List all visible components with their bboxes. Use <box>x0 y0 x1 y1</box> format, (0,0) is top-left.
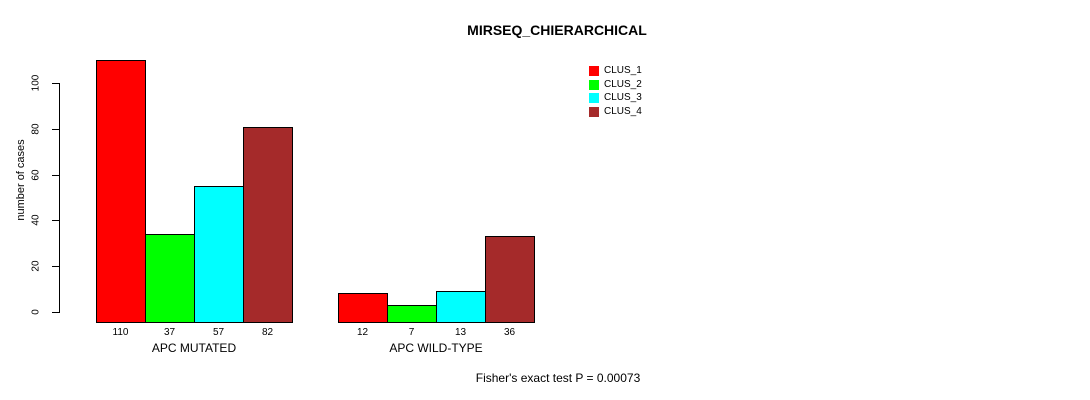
bar-value-label: 37 <box>163 327 176 338</box>
bar-value-label: 82 <box>261 327 274 338</box>
y-tick <box>52 312 59 313</box>
bar-clus_3 <box>194 186 244 323</box>
bar-value-label: 36 <box>503 327 516 338</box>
y-tick <box>52 174 59 176</box>
legend-item: CLUS_4 <box>589 106 642 118</box>
y-tick-label: 0 <box>30 309 42 315</box>
legend-swatch-clus_1 <box>589 66 599 76</box>
legend-label: CLUS_4 <box>604 106 642 118</box>
bar-value-label: 57 <box>212 327 225 338</box>
bar-value-label: 13 <box>454 327 467 338</box>
y-axis-line <box>59 83 60 313</box>
chart-title: MIRSEQ_CHIERARCHICAL <box>467 22 647 38</box>
y-tick <box>52 83 59 84</box>
y-axis-label: number of cases <box>15 139 27 221</box>
bar-clus_1 <box>338 293 388 323</box>
bar-value-label: 7 <box>408 327 415 338</box>
legend-label: CLUS_3 <box>604 92 642 104</box>
legend-item: CLUS_1 <box>589 65 642 77</box>
y-tick-label: 60 <box>30 169 42 181</box>
legend-swatch-clus_3 <box>589 93 599 104</box>
y-tick <box>52 266 59 268</box>
annotation-text: Fisher's exact test P = 0.00073 <box>475 371 641 385</box>
group-label: APC MUTATED <box>151 341 237 355</box>
bar-clus_3 <box>436 291 486 323</box>
group-label: APC WILD-TYPE <box>389 341 483 355</box>
legend-swatch-clus_2 <box>589 79 599 90</box>
bar-value-label: 12 <box>356 327 369 338</box>
bar-value-label: 110 <box>112 327 129 338</box>
y-tick <box>52 128 59 130</box>
legend-label: CLUS_2 <box>604 78 642 90</box>
bar-clus_1 <box>96 60 146 323</box>
bar-clus_2 <box>145 233 195 323</box>
legend-label: CLUS_1 <box>604 65 642 76</box>
legend-swatch-clus_4 <box>589 107 599 118</box>
bar-clus_2 <box>387 305 437 323</box>
y-tick-label: 20 <box>30 260 42 272</box>
y-tick-label: 40 <box>30 214 42 226</box>
legend-item: CLUS_2 <box>589 79 642 91</box>
y-tick-label: 80 <box>30 123 42 135</box>
legend-item: CLUS_3 <box>589 92 642 104</box>
bar-clus_4 <box>243 126 293 323</box>
y-tick-label: 100 <box>30 74 42 92</box>
y-tick <box>52 220 59 222</box>
bar-clus_4 <box>485 236 535 323</box>
